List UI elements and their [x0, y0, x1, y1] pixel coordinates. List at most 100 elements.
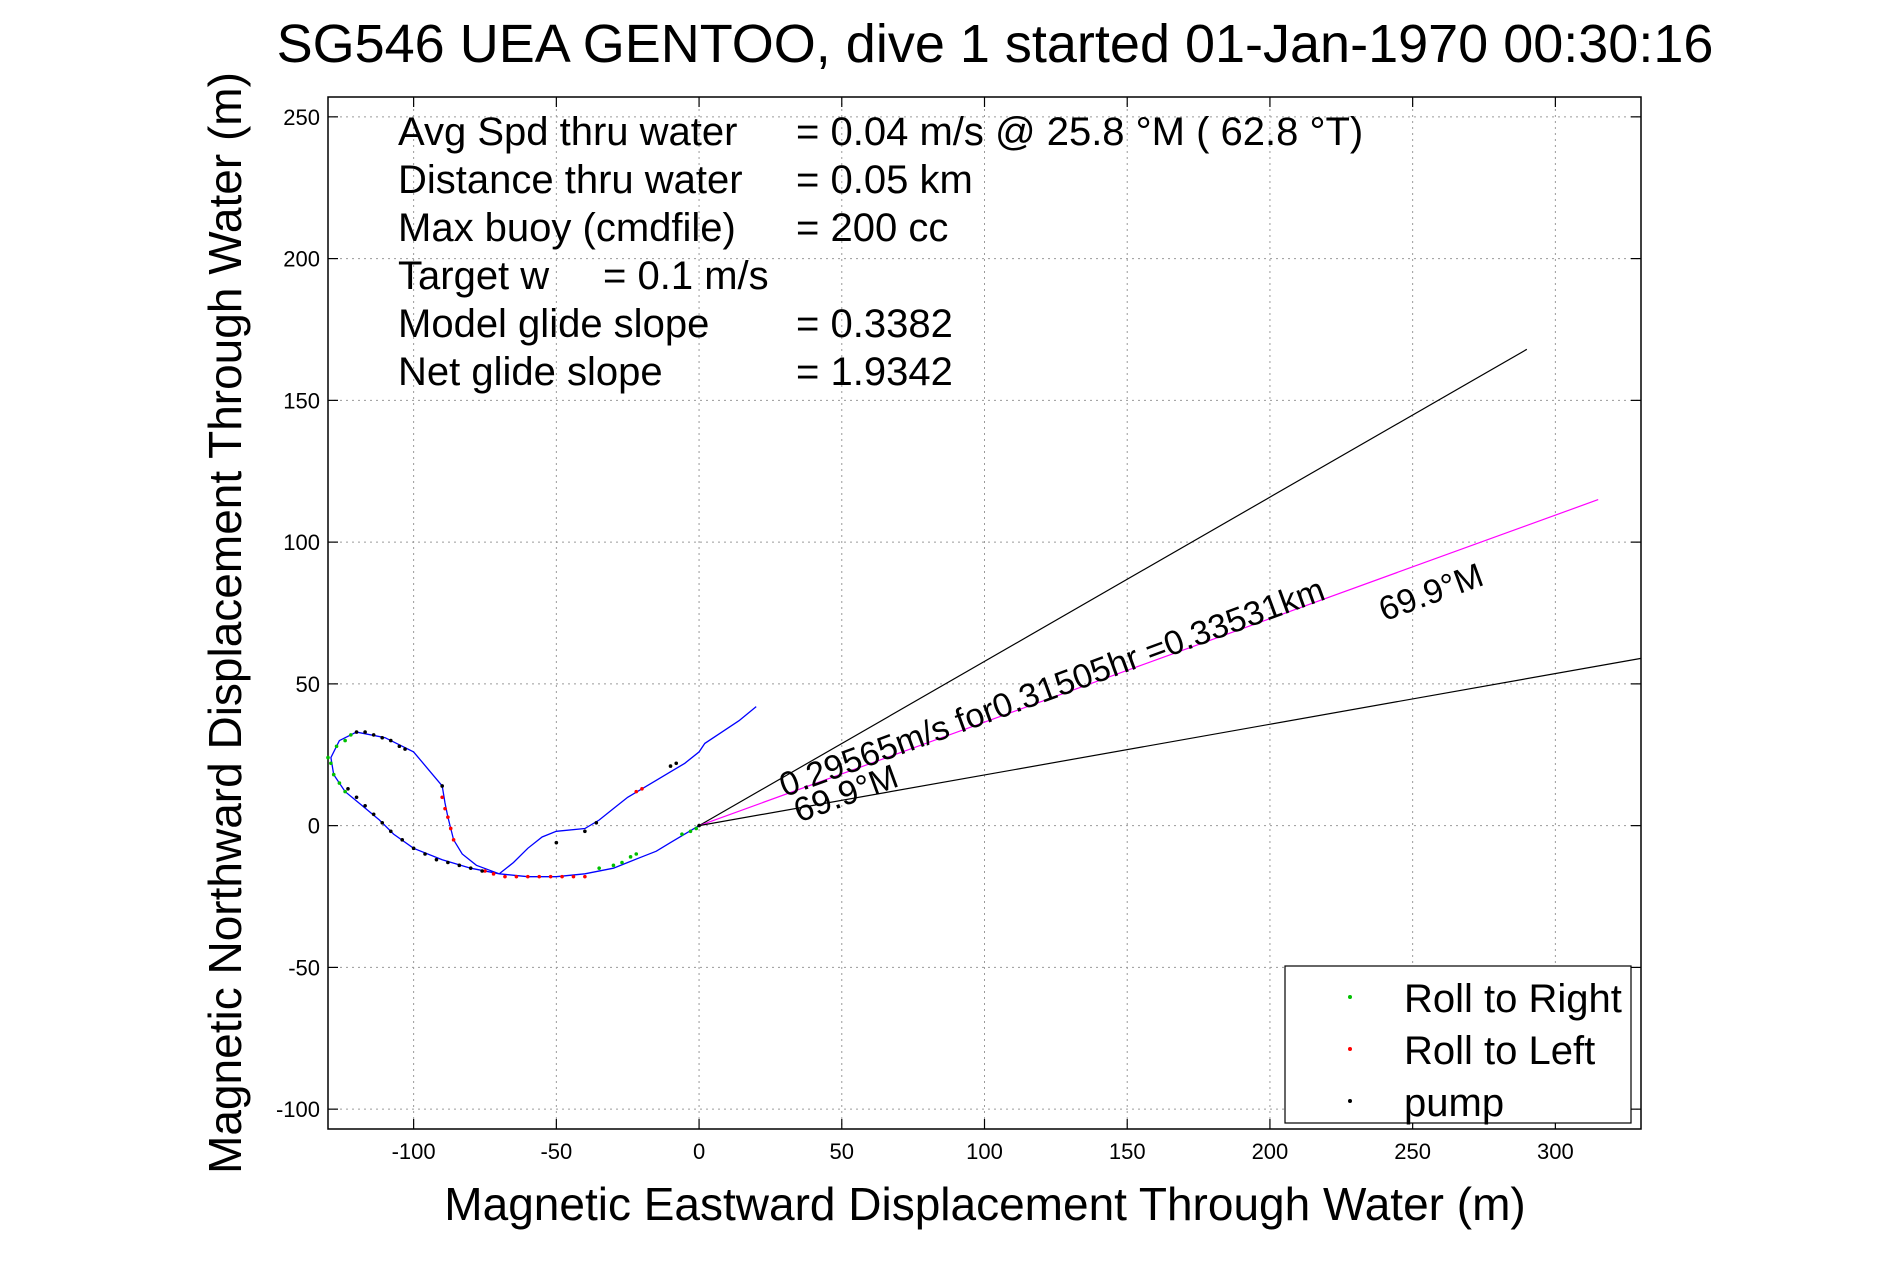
pump-point: [446, 860, 450, 865]
x-tick-label: 200: [1252, 1139, 1289, 1164]
roll-to-left-point: [448, 826, 453, 831]
x-tick-label: 0: [693, 1139, 705, 1164]
pump-point: [468, 866, 473, 870]
stat-value: = 200 cc: [796, 206, 948, 250]
roll-to-right-point: [329, 761, 333, 766]
legend-label: pump: [1404, 1081, 1504, 1125]
roll-to-right-point: [634, 852, 639, 856]
stat-label: Target w: [398, 254, 549, 298]
reference-lines: [698, 348, 1642, 827]
pump-point: [363, 730, 367, 734]
stat-value: = 1.9342: [796, 350, 953, 394]
roll-to-right-point: [349, 733, 353, 737]
stat-label: Avg Spd thru water: [398, 110, 737, 154]
roll-to-left-point: [571, 874, 576, 879]
roll-to-left-point: [514, 874, 519, 879]
roll-to-right-point: [343, 738, 347, 743]
pump-point: [674, 761, 679, 766]
roll-to-left-point: [446, 815, 450, 819]
pump-point: [371, 812, 376, 817]
pump-point: [363, 803, 367, 808]
pump-point: [346, 786, 350, 791]
chart-title: SG546 UEA GENTOO, dive 1 started 01-Jan-…: [277, 14, 1714, 74]
pump-point: [457, 863, 462, 868]
roll-to-right-point: [343, 789, 347, 794]
pump-point: [380, 735, 385, 740]
y-tick-label: 100: [283, 530, 320, 555]
y-tick-label: -50: [288, 955, 320, 980]
legend-label: Roll to Right: [1404, 977, 1622, 1021]
pump-point: [434, 857, 439, 862]
roll-to-right-point: [331, 772, 336, 777]
stats-block: Avg Spd thru water = 0.04 m/s @ 25.8 °M (…: [398, 110, 1363, 394]
pump-point: [423, 852, 427, 856]
legend-marker: [1348, 1099, 1352, 1103]
roll-to-right-point: [611, 863, 616, 868]
y-tick-label: 150: [283, 388, 320, 413]
stat-label: Distance thru water: [398, 158, 743, 202]
roll-to-left-point: [503, 874, 507, 879]
pump-point: [583, 829, 587, 834]
pump-point: [594, 821, 599, 825]
marker-layer: [326, 730, 701, 879]
x-tick-label: 250: [1394, 1139, 1431, 1164]
pump-point: [668, 764, 673, 768]
legend-box: [1284, 965, 1632, 1124]
x-axis-label: Magnetic Eastward Displacement Through W…: [444, 1178, 1525, 1230]
reference-line-lower: [698, 657, 1642, 827]
pump-point: [354, 795, 359, 800]
y-tick-label: -100: [276, 1097, 320, 1122]
pump-point: [380, 821, 385, 825]
roll-to-left-point: [443, 806, 447, 811]
roll-to-left-point: [640, 786, 644, 791]
stat-value: = 0.05 km: [796, 158, 973, 202]
roll-to-left-point: [583, 874, 587, 879]
pump-point: [388, 829, 393, 834]
roll-to-left-point: [560, 874, 564, 879]
x-tick-label: 50: [830, 1139, 854, 1164]
roll-to-left-point: [451, 838, 456, 842]
roll-to-left-point: [548, 874, 553, 879]
roll-to-right-point: [680, 832, 684, 836]
x-tick-label: -50: [540, 1139, 572, 1164]
pump-point: [403, 747, 407, 751]
pump-point: [697, 823, 701, 828]
stat-label: Max buoy (cmdfile): [398, 206, 736, 250]
pump-point: [480, 869, 484, 873]
y-axis-label: Magnetic Northward Displacement Through …: [199, 72, 251, 1174]
roll-to-right-point: [694, 826, 699, 831]
roll-to-left-point: [491, 872, 496, 876]
roll-to-right-point: [688, 829, 693, 834]
roll-to-right-point: [628, 855, 633, 859]
pump-point: [400, 838, 405, 842]
roll-to-left-point: [440, 795, 444, 800]
roll-to-right-point: [334, 744, 339, 749]
stat-value: = 0.04 m/s @ 25.8 °M ( 62.8 °T): [796, 110, 1363, 154]
x-tick-label: 100: [966, 1139, 1003, 1164]
y-tick-label: 200: [283, 247, 320, 272]
roll-to-right-point: [337, 781, 342, 785]
x-tick-label: -100: [392, 1139, 436, 1164]
legend-marker: [1348, 1047, 1352, 1051]
pump-point: [411, 846, 416, 851]
grid-lines: [328, 97, 1641, 1129]
roll-to-right-point: [620, 860, 624, 865]
roll-to-right-point: [597, 866, 601, 870]
pump-point: [440, 784, 444, 788]
legend-marker: [1348, 995, 1352, 999]
axis-ticks: -100 -50 0 50 100 150 200 250 300 -100 -50 0 50 100 15…: [276, 97, 1641, 1164]
pump-point: [554, 840, 559, 845]
pump-point: [397, 744, 402, 749]
stat-value: = 0.1 m/s: [603, 254, 769, 298]
legend-label: Roll to Left: [1404, 1029, 1595, 1073]
y-tick-label: 0: [308, 814, 320, 839]
stat-value: = 0.3382: [796, 302, 953, 346]
reference-line-mean: [698, 499, 1599, 827]
pump-point: [371, 733, 376, 737]
pump-point: [354, 730, 359, 734]
x-tick-label: 300: [1537, 1139, 1574, 1164]
roll-to-right-point: [326, 755, 330, 760]
reference-line-upper: [698, 348, 1528, 827]
legend: Roll to Right Roll to Left pump: [1284, 965, 1632, 1125]
